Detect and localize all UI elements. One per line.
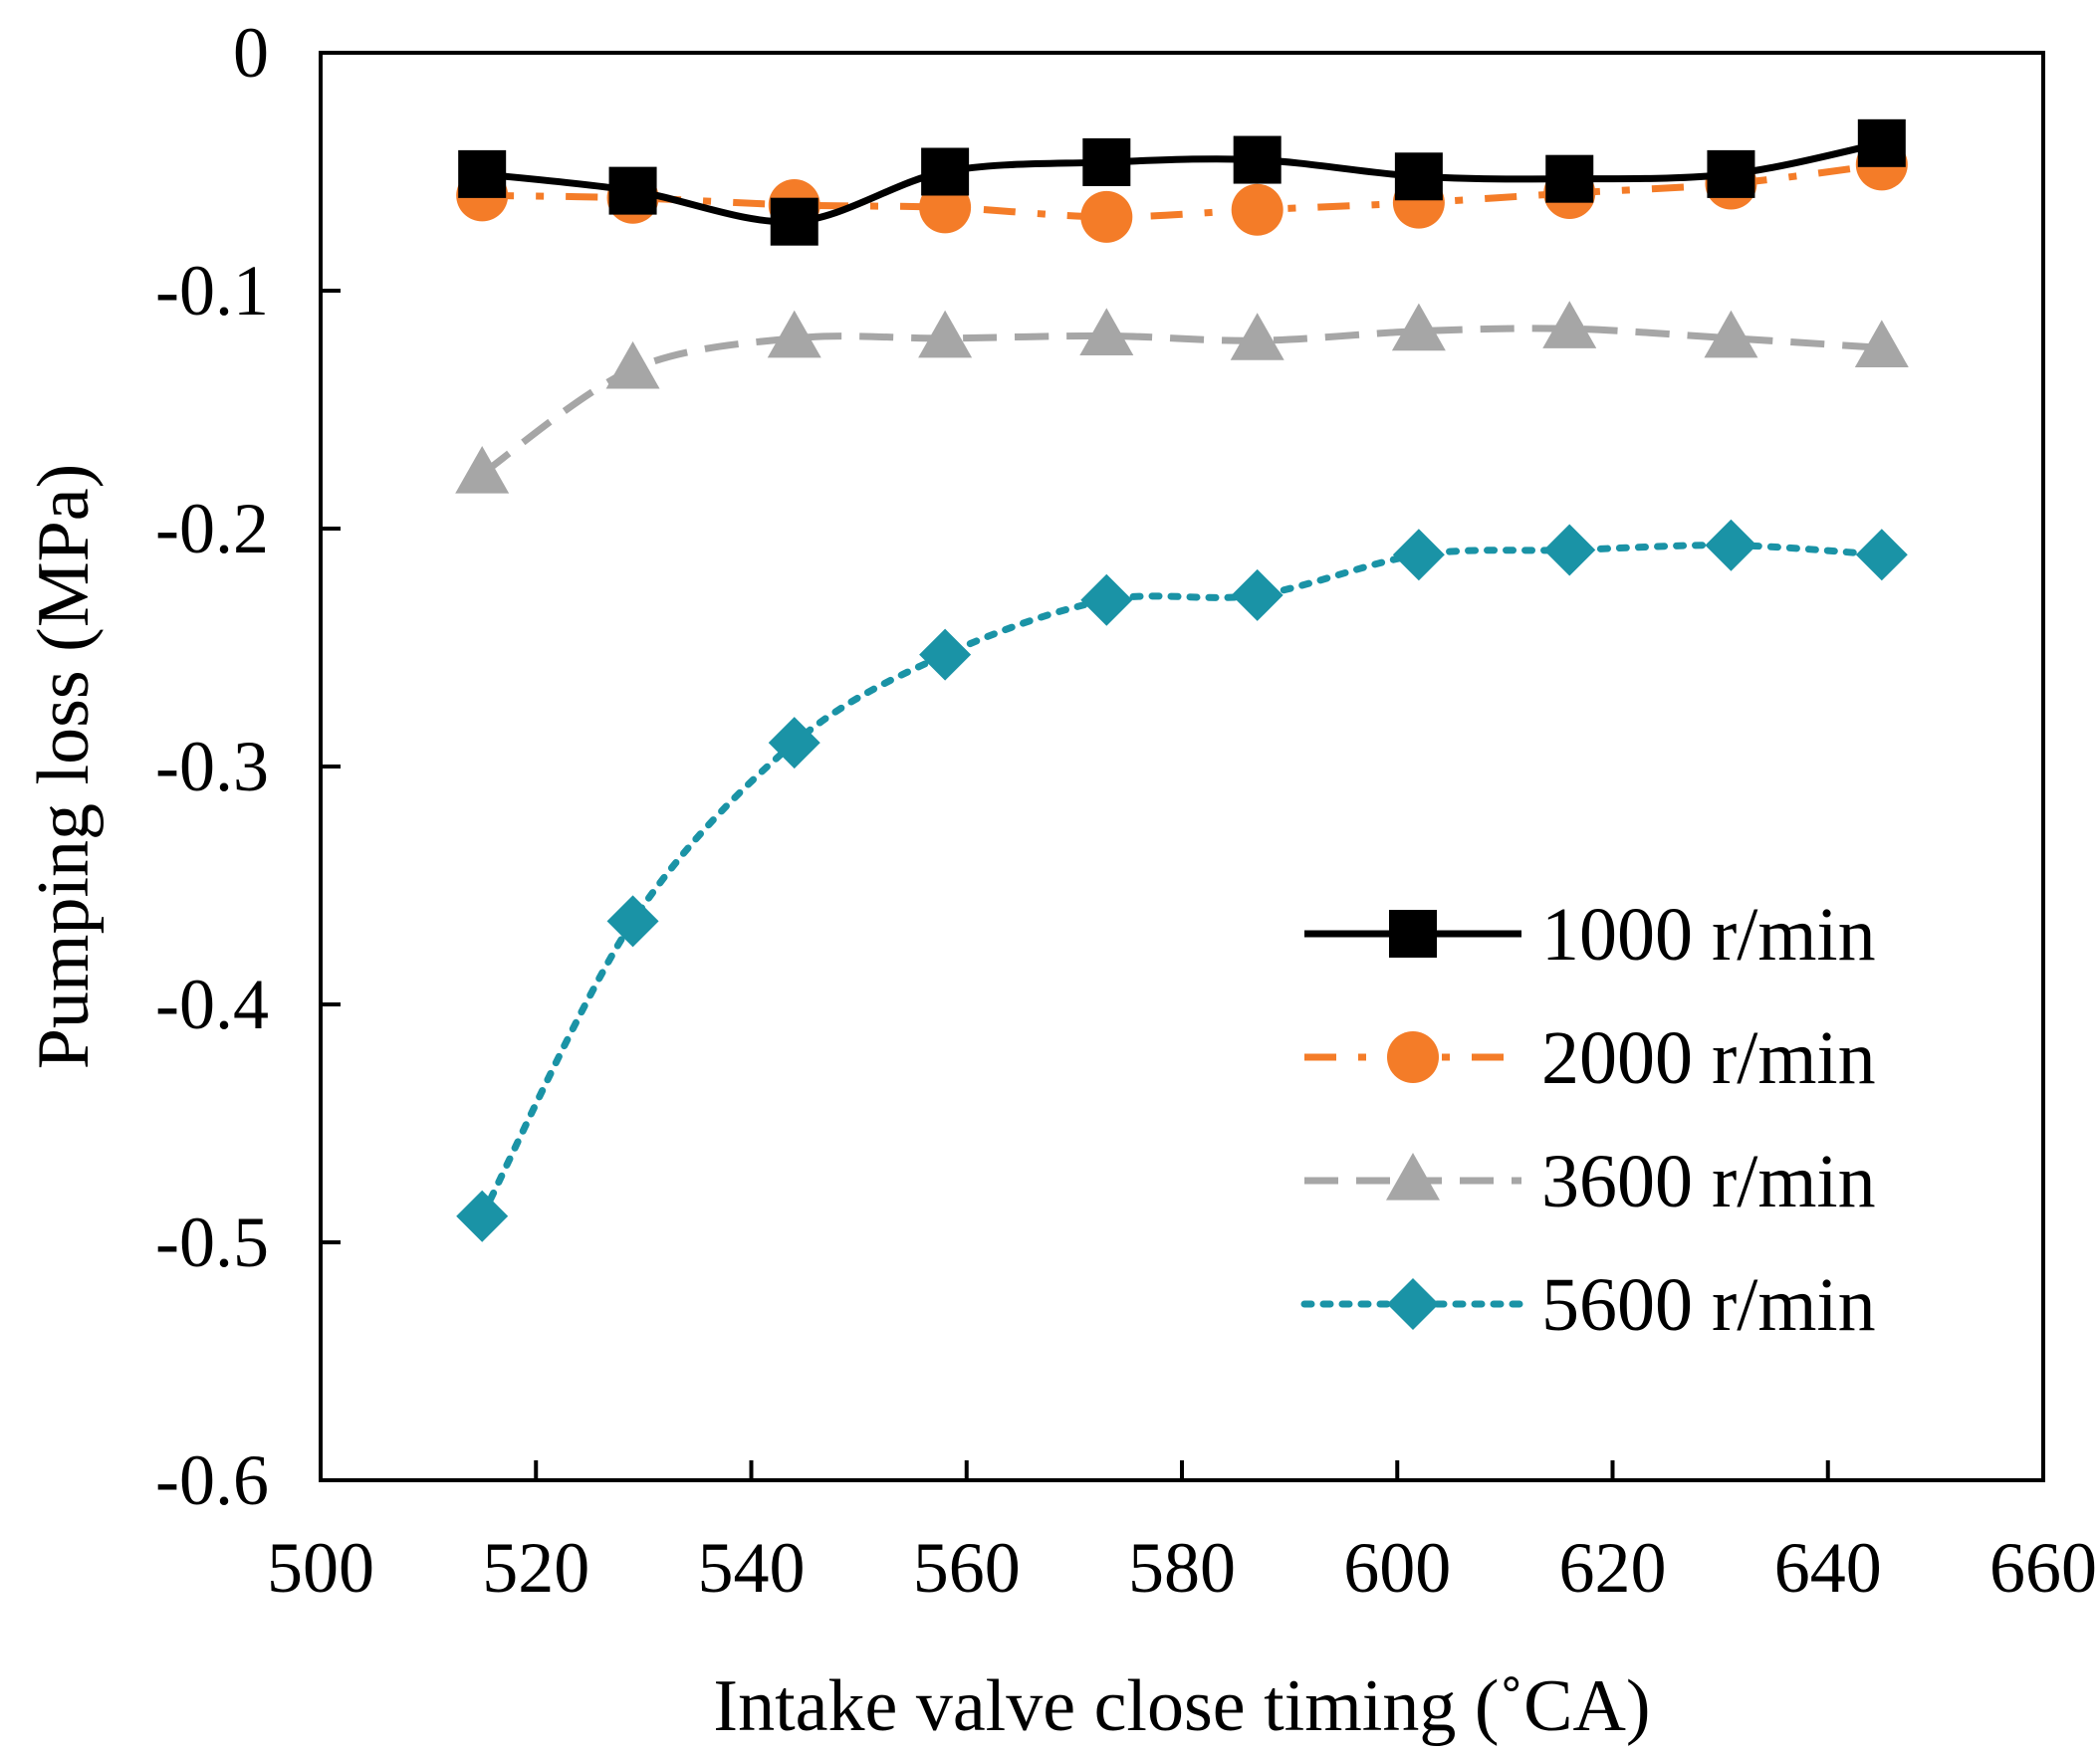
data-point-diamond (768, 717, 820, 769)
data-point-diamond (1705, 519, 1757, 571)
legend-item: 1000 r/min (1304, 893, 1876, 977)
y-tick-label: -0.4 (155, 965, 269, 1044)
data-point-triangle (1542, 301, 1597, 348)
legend-label: 5600 r/min (1541, 1263, 1876, 1347)
data-point-square (1707, 149, 1755, 198)
data-point-diamond (1231, 568, 1283, 621)
x-tick-label: 520 (482, 1528, 589, 1608)
data-point-diamond (456, 1190, 509, 1242)
data-point-square (1545, 154, 1594, 203)
y-tick-label: -0.1 (155, 251, 269, 330)
y-axis-title: Pumping loss (MPa) (23, 464, 105, 1070)
x-tick-label: 580 (1128, 1528, 1236, 1608)
legend-marker-diamond (1387, 1278, 1439, 1330)
series-3600-r-min (455, 301, 1909, 494)
data-point-square (608, 166, 657, 215)
legend-label: 3600 r/min (1541, 1140, 1876, 1223)
x-tick-label: 620 (1559, 1528, 1667, 1608)
series-1000-r-min (458, 118, 1906, 246)
series-layer (455, 118, 1909, 1242)
data-point-diamond (1080, 573, 1133, 626)
data-point-square (1857, 118, 1906, 167)
legend-item: 2000 r/min (1304, 1016, 1876, 1100)
y-tick-label: -0.2 (155, 489, 269, 568)
data-point-triangle (605, 340, 660, 389)
data-point-triangle (918, 310, 973, 358)
data-point-diamond (1543, 524, 1596, 576)
x-tick-label: 600 (1343, 1528, 1451, 1608)
data-point-triangle (767, 310, 821, 358)
data-point-diamond (606, 895, 659, 948)
x-tick-label: 540 (698, 1528, 806, 1608)
data-point-triangle (1391, 303, 1446, 351)
y-tick-label: -0.5 (155, 1203, 269, 1282)
x-tick-label: 640 (1774, 1528, 1882, 1608)
legend-marker-circle (1387, 1031, 1439, 1083)
y-tick-label: 0 (233, 13, 269, 93)
data-point-square (1394, 152, 1443, 201)
legend-item: 3600 r/min (1304, 1140, 1876, 1223)
x-tick-label: 660 (1989, 1528, 2097, 1608)
data-point-circle (1231, 183, 1283, 236)
legend-label: 1000 r/min (1541, 893, 1876, 977)
data-point-square (1233, 135, 1282, 184)
ticks-layer: 500 520 540 560 580 600 620 640 660 0 -0.1 -0.2 -0.3… (155, 13, 2097, 1608)
series-5600-r-min (456, 519, 1908, 1242)
data-point-triangle (1854, 320, 1909, 367)
x-tick-label: 500 (267, 1528, 374, 1608)
data-point-square (458, 149, 507, 198)
legend-label: 2000 r/min (1541, 1016, 1876, 1100)
legend-marker-triangle (1386, 1153, 1440, 1201)
data-point-diamond (1855, 529, 1908, 581)
data-point-triangle (1704, 310, 1758, 358)
data-point-diamond (919, 628, 972, 681)
data-point-square (770, 197, 818, 246)
data-point-square (1082, 137, 1131, 186)
data-point-triangle (455, 446, 510, 494)
series-line (482, 160, 1883, 221)
legend: 1000 r/min 2000 r/min 3600 r/min 5600 r/min (1300, 893, 1876, 1347)
legend-marker-square (1389, 910, 1437, 958)
series-line (480, 325, 1883, 477)
series-line (481, 139, 1883, 226)
data-point-diamond (1392, 529, 1445, 581)
x-axis-title: Intake valve close timing (˚CA) (713, 1665, 1650, 1747)
y-tick-label: -0.3 (155, 727, 269, 806)
legend-item: 5600 r/min (1300, 1263, 1876, 1347)
data-point-circle (1080, 190, 1133, 243)
data-point-square (921, 147, 970, 196)
y-tick-label: -0.6 (155, 1440, 269, 1520)
data-point-triangle (1230, 313, 1284, 360)
x-tick-label: 560 (913, 1528, 1021, 1608)
data-point-triangle (1079, 308, 1134, 356)
